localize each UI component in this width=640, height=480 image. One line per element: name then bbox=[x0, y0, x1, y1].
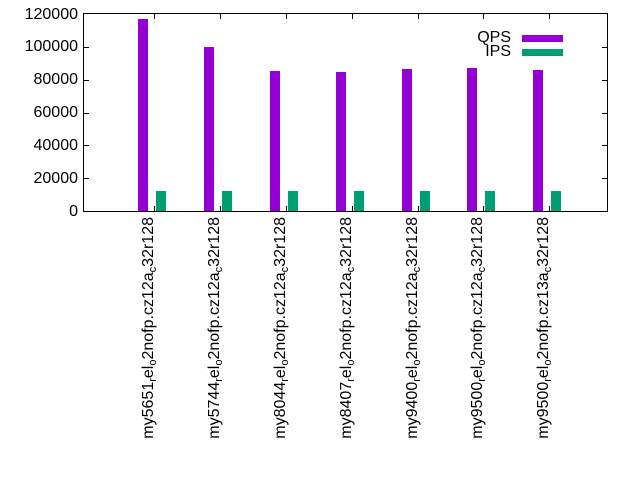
x-category-label-text: my8044relo2nofp.cz12ac32r128 bbox=[272, 217, 291, 439]
x-category-label-text: my9500relo2nofp.cz13ac32r128 bbox=[535, 217, 554, 439]
x-category-label-text: my9400relo2nofp.cz12ac32r128 bbox=[404, 217, 423, 439]
ips-bar bbox=[551, 191, 561, 211]
ips-bar bbox=[288, 191, 298, 211]
qps-bar bbox=[204, 47, 214, 211]
x-category-label-text: my8407relo2nofp.cz12ac32r128 bbox=[338, 217, 357, 439]
legend-swatch-qps-icon bbox=[522, 34, 563, 42]
ips-bar bbox=[420, 191, 430, 211]
x-tick-mark bbox=[286, 14, 287, 19]
qps-bar bbox=[336, 72, 346, 211]
x-tick-mark bbox=[220, 206, 221, 211]
x-tick-mark bbox=[549, 14, 550, 19]
ips-bar bbox=[354, 191, 364, 211]
qps-bar bbox=[467, 68, 477, 211]
legend-swatch-ips-icon bbox=[522, 48, 563, 56]
x-tick-mark bbox=[549, 206, 550, 211]
qps-bar bbox=[270, 71, 280, 211]
x-tick-mark bbox=[418, 14, 419, 19]
ips-bar bbox=[156, 191, 166, 211]
legend: QPS IPS bbox=[477, 29, 563, 60]
qps-bar bbox=[402, 69, 412, 211]
x-tick-mark bbox=[483, 14, 484, 19]
y-tick-label: 60000 bbox=[33, 104, 79, 121]
x-category-label-text: my9500relo2nofp.cz12ac32r128 bbox=[469, 217, 488, 439]
y-tick-mark bbox=[84, 178, 89, 179]
y-tick-label: 100000 bbox=[24, 38, 78, 55]
y-tick-mark bbox=[602, 113, 607, 114]
y-tick-mark bbox=[84, 80, 89, 81]
y-tick-mark bbox=[602, 80, 607, 81]
legend-label-qps: QPS bbox=[477, 29, 511, 46]
y-tick-mark bbox=[602, 47, 607, 48]
x-category-label-text: my5744relo2nofp.cz12ac32r128 bbox=[206, 217, 225, 439]
x-tick-mark bbox=[220, 14, 221, 19]
y-tick-label: 120000 bbox=[24, 6, 78, 23]
x-category-label-text: my5651relo2nofp.cz12ac32r128 bbox=[140, 217, 159, 439]
y-tick-label: 40000 bbox=[33, 137, 79, 154]
legend-entry-qps: QPS bbox=[477, 29, 563, 46]
y-tick-mark bbox=[84, 113, 89, 114]
x-tick-mark bbox=[418, 206, 419, 211]
x-tick-mark bbox=[352, 206, 353, 211]
x-tick-mark bbox=[286, 206, 287, 211]
qps-bar bbox=[138, 19, 148, 211]
y-tick-mark bbox=[602, 145, 607, 146]
ips-bar bbox=[485, 191, 495, 211]
y-tick-mark bbox=[602, 178, 607, 179]
y-tick-label: 20000 bbox=[33, 170, 79, 187]
legend-entry-ips: IPS bbox=[477, 43, 563, 60]
ips-bar bbox=[222, 191, 232, 211]
x-tick-mark bbox=[154, 206, 155, 211]
y-tick-mark bbox=[84, 47, 89, 48]
x-tick-mark bbox=[352, 14, 353, 19]
plot-area: QPS IPS bbox=[83, 13, 608, 212]
y-tick-label: 0 bbox=[69, 203, 78, 220]
x-tick-mark bbox=[483, 206, 484, 211]
x-tick-mark bbox=[154, 14, 155, 19]
legend-label-ips: IPS bbox=[485, 43, 511, 60]
qps-bar bbox=[533, 70, 543, 211]
y-tick-mark bbox=[84, 145, 89, 146]
y-tick-label: 80000 bbox=[33, 71, 79, 88]
